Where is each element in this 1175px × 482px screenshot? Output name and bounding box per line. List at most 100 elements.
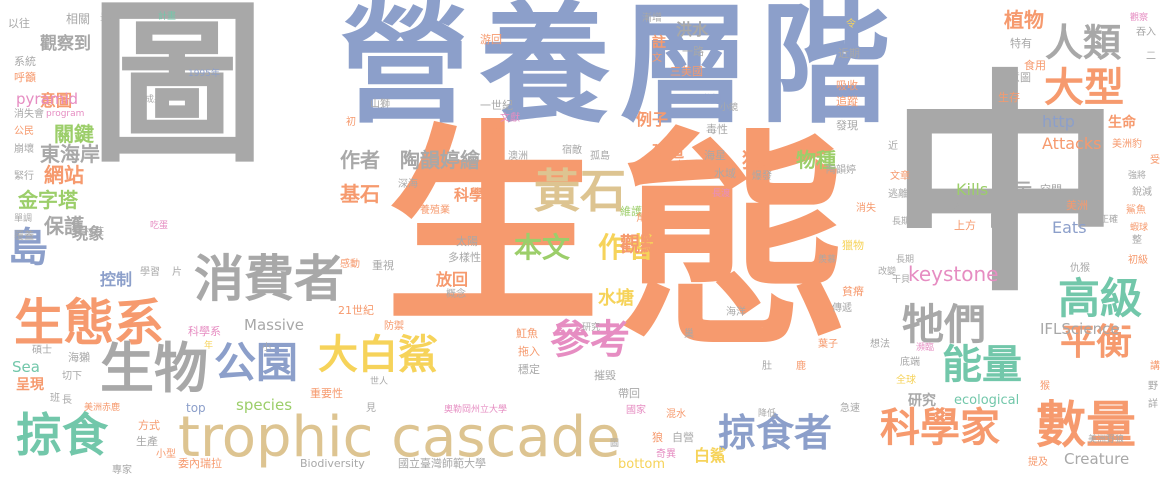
word-meizhouchilu: 美洲赤鹿 (84, 404, 120, 413)
word-donghaian: 東海岸 (40, 144, 100, 164)
word-guanchadao: 觀察到 (40, 36, 91, 53)
word-hongyu: 魟魚 (516, 328, 538, 339)
word-guanjian: 關鍵 (54, 124, 94, 144)
word-jiang: 講 (1150, 362, 1160, 372)
word-chengguo: 成果 (145, 96, 163, 105)
word-shenhai: 深海 (398, 180, 418, 190)
word-gaoji: 高級 (1058, 278, 1142, 320)
word-shengchan: 生產 (136, 436, 158, 447)
word-chang: 長 (62, 396, 72, 406)
word-fugai: 覆蓋 (14, 232, 34, 242)
word-jinxing: 緊行 (14, 172, 34, 182)
word-huyu: 呼籲 (14, 72, 36, 83)
word-shangfang: 上方 (954, 220, 976, 231)
word-tuntu: 吞入 (1136, 28, 1156, 38)
word-renlei: 人類 (1045, 24, 1121, 62)
word-qiuyu: 仇猴 (1070, 264, 1090, 274)
word-liewu: 獵物 (842, 240, 864, 251)
word-keystone: keystone (908, 264, 999, 284)
word-yanjiu: 研究 (908, 394, 936, 408)
word-didui: 底端 (900, 358, 920, 368)
word-guandian: 觀點 (620, 234, 660, 254)
word-gandong: 感動 (340, 260, 360, 270)
word-daxing: 大型 (1044, 68, 1124, 108)
word-xiangfa: 想法 (870, 340, 890, 350)
word-quanqiu: 全球 (896, 376, 916, 386)
word-changdu: 長渡 (712, 190, 730, 199)
word-wenxian: 文獻 (500, 114, 520, 124)
word-fangyu: 防禦 (384, 322, 404, 332)
word-ye: 野 (1148, 382, 1158, 392)
word-meizhouyelang: 美洲野狼 (1088, 436, 1124, 445)
word-bengkui: 崩壞 (14, 145, 34, 155)
word-chuji: 初級 (1128, 256, 1148, 266)
word-jishi: 基石 (340, 184, 380, 204)
word-shengcun: 生存 (998, 92, 1020, 103)
word-du: 肚 (762, 362, 772, 372)
word-gudao: 孤島 (590, 152, 610, 162)
word-binlin: 瀕臨 (916, 344, 934, 353)
word-taiyang: 太陽 (456, 236, 478, 247)
word-jian: 見 (366, 404, 376, 414)
word-kexuexi: 科學系 (188, 326, 221, 337)
word-tukuai: 土壤 (482, 128, 502, 138)
word-kexue: 科學 (454, 188, 484, 203)
word-jin: 近 (888, 142, 898, 152)
word-shuiba: 水壩 (674, 160, 696, 171)
word-xiao: 小 (262, 344, 271, 353)
word-jiaoqi: 角鯊 (636, 214, 656, 224)
word-hunshui: 混水 (666, 410, 686, 420)
word-chongshi: 重視 (372, 260, 394, 271)
word-shiyitu: 示意圖 (998, 72, 1031, 83)
word-gongmin: 公民 (14, 127, 34, 137)
word-yilu: 一路 (682, 46, 704, 57)
word-jisu: 急速 (840, 404, 860, 414)
word-wen: 文 (652, 54, 662, 64)
word-shiyong: 食用 (1024, 60, 1046, 71)
word-ganbei: 干貝 (892, 276, 910, 285)
word-qiyi: 奇異 (656, 450, 676, 460)
word-xiaoshi: 消失 (856, 204, 876, 214)
word-venezuela: 委內瑞拉 (178, 458, 222, 469)
word-chu: 初 (346, 118, 356, 128)
word-zuozhe2: 作者 (340, 150, 380, 170)
word-xitong: 系統 (14, 56, 36, 67)
word-baofa: 爆發 (752, 172, 772, 182)
word-nian: 年 (204, 342, 213, 351)
word-shanshi: 山獅 (370, 100, 390, 110)
word-tiji: 提及 (1028, 458, 1048, 468)
word-ecological: ecological (954, 394, 1019, 407)
word-guancha: 觀察 (1130, 14, 1148, 23)
word-haiyang: 海洋 (726, 308, 746, 318)
word-jiangdi: 降低 (758, 410, 776, 419)
word-jianzao: 建造 (652, 144, 684, 160)
word-shengming: 生命 (1108, 116, 1136, 130)
word-kongjian: 空間 (1040, 184, 1062, 195)
word-jianxuan: 漸增 (642, 14, 662, 24)
word-hou: 猴 (1040, 382, 1050, 392)
word-yangzhiye: 養殖業 (420, 206, 450, 216)
word-shengwu: 生物 (100, 342, 208, 396)
word-jingxiang: 景象 (100, 14, 118, 23)
word-xiaofeizhe: 消費者 (194, 254, 344, 304)
word-youhui: 游回 (480, 34, 502, 45)
word-massive: Massive (244, 318, 304, 333)
word-meizhou: 美洲 (1066, 200, 1088, 211)
word-dantiao: 單調 (14, 215, 32, 224)
word-lu: 鹿 (796, 362, 806, 372)
word-jinqi: 近期 (838, 48, 860, 59)
word-benwen: 本文 (514, 234, 570, 262)
word-tushu: 圖 (610, 440, 619, 449)
word-zhuo: 巢 (684, 330, 694, 340)
word-shayu: 鯊魚 (1126, 206, 1146, 216)
word-duxing: 毒性 (706, 124, 728, 135)
word-species: species (236, 398, 292, 413)
word-jihua: 計畫 (158, 13, 176, 22)
word-erer: 二 (1146, 52, 1156, 62)
word-yishiji: 一世紀 (480, 100, 513, 111)
word-oregon: 奧勒岡州立大學 (444, 406, 507, 415)
word-xiaoshihui: 消失會 (14, 110, 44, 120)
word-dabaisha: 大白鯊 (318, 335, 438, 375)
word-chengxian: 呈現 (16, 378, 44, 392)
word-tuoru: 拖入 (518, 346, 540, 357)
